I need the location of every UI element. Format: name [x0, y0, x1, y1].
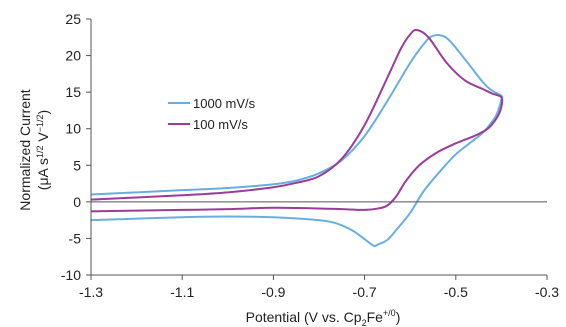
x-tick-label: -0.3 [535, 284, 559, 300]
x-tick-label: -1.1 [170, 284, 194, 300]
x-axis-title: Potential (V vs. Cp2Fe+/0) [246, 308, 401, 327]
legend: 1000 mV/s 100 mV/s [168, 96, 256, 132]
y-tick-label: 5 [73, 157, 81, 173]
y-tick-label: 0 [73, 194, 81, 210]
y-axis-title-line1: Normalized Current [17, 89, 33, 210]
y-tick-label: 25 [65, 11, 81, 27]
y-tick-label: 20 [65, 48, 81, 64]
y-tick-label: -5 [69, 230, 82, 246]
x-tick-label: -0.9 [261, 284, 285, 300]
x-tick-label: -0.7 [353, 284, 377, 300]
y-axis-title-line2: (μA s1/2 V−1/2) [35, 110, 51, 190]
series-line-100-mv-s [90, 28, 504, 213]
y-tick-label: -10 [61, 267, 81, 283]
x-tick-label: -1.3 [79, 284, 103, 300]
y-tick-label: 10 [65, 121, 81, 137]
legend-label-1000mvs: 1000 mV/s [193, 96, 256, 111]
series-line-1000-mv-s [90, 34, 504, 248]
plot-area [90, 28, 504, 248]
y-tick-label: 15 [65, 84, 81, 100]
legend-label-100mvs: 100 mV/s [193, 117, 248, 132]
tick-layer: -10 -5 0 5 10 15 20 25 -1.3 -1.1 -0.9 -0.7 -0.5 -0.3 [61, 11, 560, 300]
x-tick-label: -0.5 [444, 284, 468, 300]
